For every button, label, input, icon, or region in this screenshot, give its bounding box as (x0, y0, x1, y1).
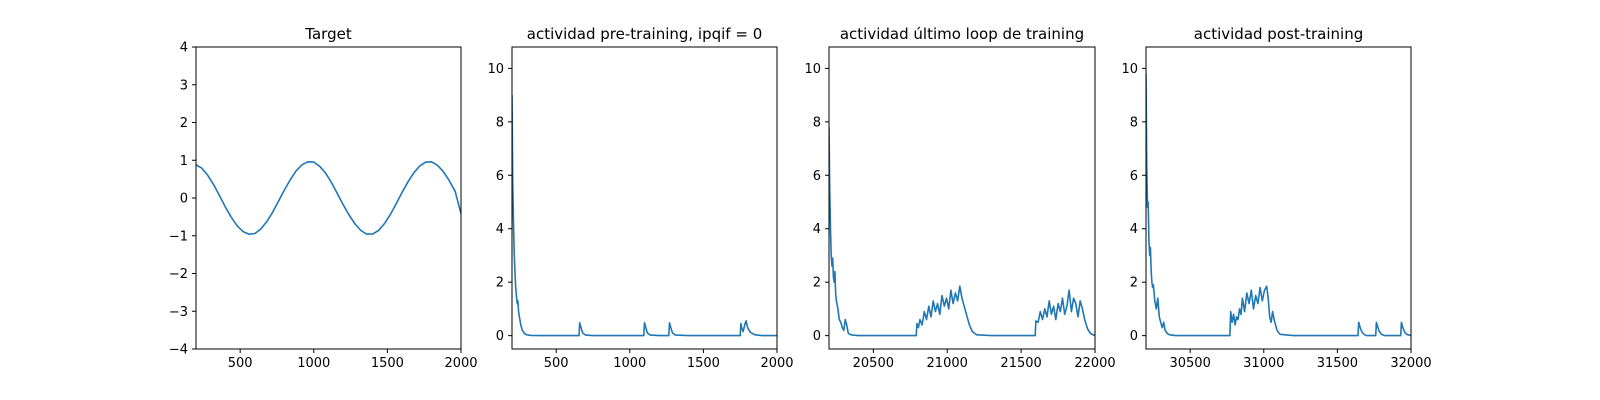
x-tick-label: 31000 (1243, 356, 1284, 371)
y-tick-label: 1 (180, 154, 188, 169)
x-tick-label: 21500 (1000, 356, 1041, 371)
y-tick-label: 0 (1130, 329, 1138, 344)
x-tick-label: 30500 (1169, 356, 1210, 371)
x-tick-label: 500 (228, 356, 253, 371)
series-line-2-1 (512, 95, 777, 337)
y-tick-label: −2 (169, 267, 188, 282)
y-tick-label: 0 (813, 329, 821, 344)
x-tick-label: 22000 (1074, 356, 1115, 371)
x-tick-label: 21000 (927, 356, 968, 371)
y-tick-label: 8 (813, 115, 821, 130)
chart-panel-2: 500 1000 1500 2000 0 2 4 6 8 10 actividad pre-trai… (487, 25, 793, 371)
y-tick-label: 10 (804, 62, 821, 77)
y-tick-label: 4 (180, 41, 188, 56)
y-tick-label: 0 (496, 329, 504, 344)
y-tick-label: 10 (1121, 62, 1138, 77)
y-tick-label: 2 (1130, 276, 1138, 291)
series-line-4-1 (1146, 73, 1411, 337)
y-tick-label: 4 (496, 222, 504, 237)
y-tick-label: −3 (169, 305, 188, 320)
y-tick-label: 10 (487, 62, 504, 77)
x-tick-label: 31500 (1317, 356, 1358, 371)
y-tick-label: 2 (180, 116, 188, 131)
chart-title: actividad último loop de training (840, 25, 1084, 43)
chart-panel-4: 30500 31000 31500 32000 0 2 4 6 8 10 actividad pos… (1121, 25, 1431, 371)
x-tick-label: 1500 (687, 356, 720, 371)
axes-frame (828, 46, 1096, 350)
axes-frame (1145, 46, 1412, 350)
chart-panel-3: 20500 21000 21500 22000 0 2 4 6 8 10 actividad últ… (804, 25, 1115, 371)
y-tick-label: 8 (496, 115, 504, 130)
y-tick-label: 3 (180, 78, 188, 93)
x-tick-label: 20500 (853, 356, 894, 371)
axes-frame (511, 46, 778, 350)
y-tick-label: 6 (1130, 169, 1138, 184)
y-tick-label: 6 (813, 169, 821, 184)
chart-title: actividad pre-training, ipqif = 0 (527, 25, 763, 43)
y-tick-label: 8 (1130, 115, 1138, 130)
y-tick-label: 4 (1130, 222, 1138, 237)
series-line-1-1 (196, 161, 461, 235)
x-tick-label: 2000 (760, 356, 793, 371)
y-tick-label: 6 (496, 169, 504, 184)
chart-title: actividad post-training (1194, 25, 1363, 43)
y-tick-label: −4 (169, 343, 188, 358)
chart-title: Target (304, 25, 352, 43)
x-tick-label: 1000 (613, 356, 646, 371)
x-tick-label: 1000 (297, 356, 330, 371)
series-line-3-1 (829, 127, 1095, 337)
x-tick-label: 500 (544, 356, 569, 371)
y-tick-label: 0 (180, 192, 188, 207)
x-tick-label: 2000 (444, 356, 477, 371)
x-tick-label: 1500 (371, 356, 404, 371)
y-tick-label: 2 (813, 276, 821, 291)
y-tick-label: 2 (496, 276, 504, 291)
y-tick-label: −1 (169, 229, 188, 244)
chart-panel-1: 500 1000 1500 2000 −4 −3 −2 −1 0 1 2 3 4 Target (169, 25, 478, 371)
y-tick-label: 4 (813, 222, 821, 237)
x-tick-label: 32000 (1390, 356, 1431, 371)
